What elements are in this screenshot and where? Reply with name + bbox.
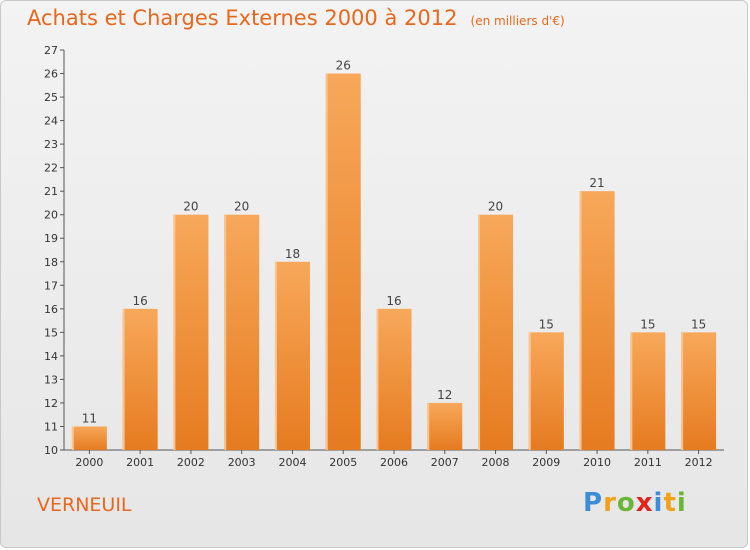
data-label: 15	[691, 317, 706, 331]
bar-highlight	[630, 332, 633, 450]
bar	[579, 191, 615, 451]
y-tick-label: 11	[44, 420, 58, 433]
x-tick-label: 2003	[228, 456, 256, 469]
bar	[122, 308, 158, 450]
logo-letter: i	[676, 488, 687, 518]
data-label: 21	[589, 176, 604, 190]
data-label: 15	[640, 317, 655, 331]
bar	[681, 332, 717, 450]
y-tick-label: 13	[44, 373, 58, 386]
data-label: 12	[437, 388, 452, 402]
bar-highlight	[681, 332, 684, 450]
chart-subtitle: (en milliers d'€)	[470, 14, 565, 28]
y-tick-label: 16	[44, 303, 58, 316]
bar	[325, 73, 361, 450]
y-tick-label: 12	[44, 397, 58, 410]
logo-letter: P	[583, 488, 604, 518]
proxiti-logo: Proxiti	[583, 488, 687, 518]
bar-highlight	[224, 214, 227, 450]
data-label: 16	[133, 294, 148, 308]
bar	[427, 402, 463, 450]
logo-letter: o	[616, 488, 636, 518]
data-label: 26	[336, 59, 351, 73]
x-tick-label: 2002	[177, 456, 205, 469]
y-tick-label: 24	[44, 115, 58, 128]
y-tick-label: 26	[44, 68, 58, 81]
y-tick-label: 27	[44, 44, 58, 57]
y-tick-label: 10	[44, 444, 58, 457]
bar-highlight	[274, 261, 277, 450]
x-tick-label: 2010	[583, 456, 611, 469]
bar-highlight	[579, 191, 582, 451]
y-tick-label: 19	[44, 232, 58, 245]
data-label: 16	[386, 294, 401, 308]
data-label: 20	[488, 200, 503, 214]
x-tick-label: 2011	[634, 456, 662, 469]
x-tick-label: 2004	[278, 456, 306, 469]
x-tick-label: 2000	[75, 456, 103, 469]
x-tick-label: 2006	[380, 456, 408, 469]
bar	[274, 261, 310, 450]
data-label: 11	[82, 411, 97, 425]
logo-letter: t	[663, 488, 677, 518]
logo-letter: x	[635, 488, 654, 518]
y-tick-label: 20	[44, 209, 58, 222]
logo-letter: i	[653, 488, 664, 518]
bar-highlight	[325, 73, 328, 450]
data-label: 20	[183, 200, 198, 214]
x-tick-label: 2012	[685, 456, 713, 469]
y-tick-label: 22	[44, 162, 58, 175]
bars	[71, 73, 717, 451]
bar-highlight	[478, 214, 481, 450]
y-tick-label: 23	[44, 138, 58, 151]
bar-highlight	[427, 402, 430, 450]
bar-highlight	[376, 308, 379, 450]
data-labels: 11 16 20 20 18 26 16 12 20 15 21 15 15	[82, 59, 707, 426]
bar	[71, 426, 107, 450]
chart-title-block: Achats et Charges Externes 2000 à 2012 (…	[27, 6, 565, 30]
y-tick-label: 18	[44, 256, 58, 269]
bar-highlight	[173, 214, 176, 450]
bar-highlight	[528, 332, 531, 450]
bar	[173, 214, 209, 450]
data-label: 20	[234, 200, 249, 214]
bar	[376, 308, 412, 450]
y-tick-label: 25	[44, 91, 58, 104]
bar	[224, 214, 260, 450]
x-tick-label: 2005	[329, 456, 357, 469]
y-tick-label: 17	[44, 279, 58, 292]
bar	[528, 332, 564, 450]
data-label: 18	[285, 247, 300, 261]
data-label: 15	[539, 317, 554, 331]
x-tick-label: 2009	[532, 456, 560, 469]
x-tick-label: 2007	[431, 456, 459, 469]
logo-letter: r	[603, 488, 617, 518]
place-name: VERNEUIL	[37, 494, 132, 516]
bar	[630, 332, 666, 450]
x-tick-label: 2001	[126, 456, 154, 469]
bar	[478, 214, 514, 450]
bar-highlight	[71, 426, 74, 450]
y-tick-label: 14	[44, 350, 58, 363]
chart-title: Achats et Charges Externes 2000 à 2012	[27, 6, 458, 30]
y-tick-label: 15	[44, 326, 58, 339]
bar-highlight	[122, 308, 125, 450]
y-tick-label: 21	[44, 185, 58, 198]
x-tick-label: 2008	[482, 456, 510, 469]
